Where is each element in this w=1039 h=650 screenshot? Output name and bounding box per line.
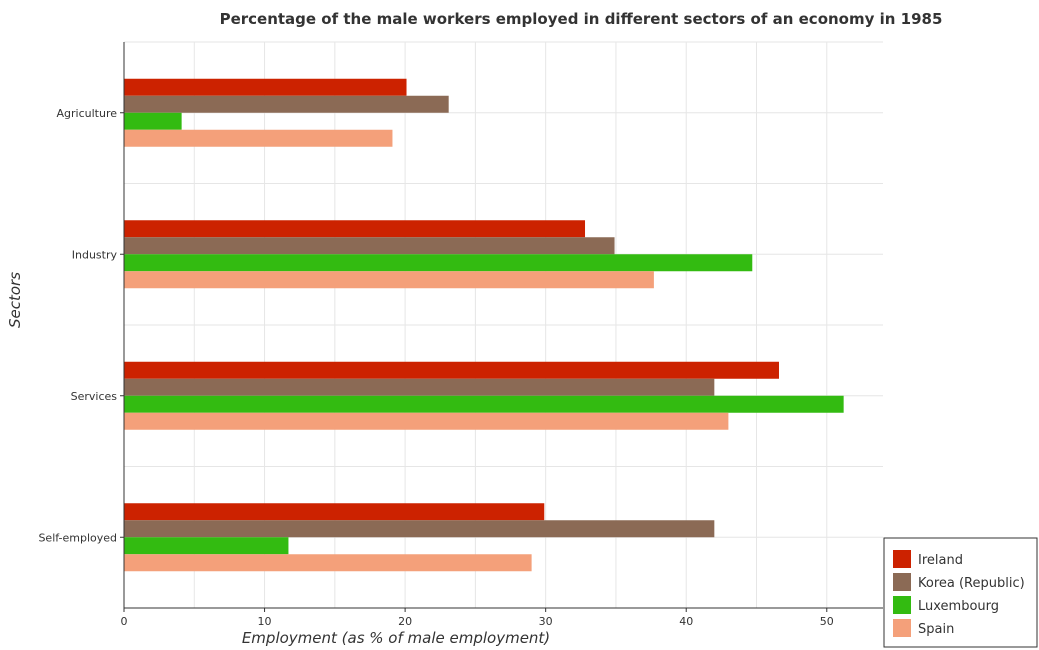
bar-luxembourg-agriculture	[124, 112, 182, 130]
bar-luxembourg-industry	[124, 254, 753, 272]
bar-spain-agriculture	[124, 129, 393, 147]
bars	[124, 78, 844, 572]
bar-luxembourg-services	[124, 395, 844, 413]
x-tick-label: 10	[258, 615, 272, 628]
x-axis: 0 10 20 30 40 50	[121, 607, 883, 628]
legend-swatch	[893, 550, 911, 568]
legend-label: Spain	[918, 622, 954, 637]
x-tick-label: 40	[679, 615, 693, 628]
x-axis-label: Employment (as % of male employment)	[242, 629, 550, 647]
bar-ireland-agriculture	[124, 78, 407, 96]
bar-korea-republic-industry	[124, 237, 615, 255]
x-tick-label: 30	[539, 615, 553, 628]
bar-spain-industry	[124, 271, 654, 289]
bar-ireland-self-employed	[124, 503, 545, 521]
x-tick-label: 20	[398, 615, 412, 628]
legend-swatch	[893, 573, 911, 591]
legend-swatch	[893, 619, 911, 637]
bar-ireland-services	[124, 361, 779, 379]
bar-luxembourg-self-employed	[124, 537, 289, 555]
bar-korea-republic-services	[124, 378, 715, 396]
bar-spain-self-employed	[124, 554, 532, 572]
bar-ireland-industry	[124, 220, 586, 238]
y-tick-label: Self-employed	[38, 531, 117, 544]
y-tick-label: Services	[71, 390, 118, 403]
bar-korea-republic-self-employed	[124, 520, 715, 538]
x-tick-label: 50	[820, 615, 834, 628]
y-tick-label: Industry	[72, 248, 118, 261]
chart-title: Percentage of the male workers employed …	[220, 10, 943, 28]
legend-label: Luxembourg	[918, 599, 999, 614]
y-axis: Agriculture Industry Services Self-employed	[38, 42, 125, 608]
legend-swatch	[893, 596, 911, 614]
x-tick-label: 0	[121, 615, 128, 628]
bar-korea-republic-agriculture	[124, 95, 449, 113]
legend: Ireland Korea (Republic) Luxembourg Spain	[883, 537, 1038, 648]
legend-label: Korea (Republic)	[918, 576, 1025, 591]
bar-spain-services	[124, 412, 729, 430]
y-axis-label: Sectors	[6, 272, 24, 328]
y-tick-label: Agriculture	[57, 107, 118, 120]
legend-label: Ireland	[918, 553, 963, 568]
